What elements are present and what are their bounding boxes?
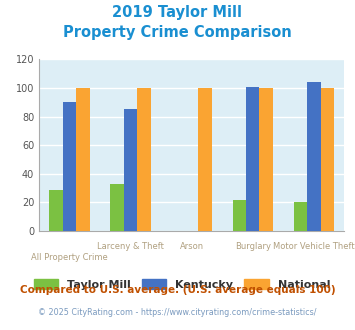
Text: Property Crime Comparison: Property Crime Comparison — [63, 25, 292, 40]
Bar — [198, 88, 212, 231]
Text: Arson: Arson — [180, 242, 204, 251]
Bar — [260, 88, 273, 231]
Legend: Taylor Mill, Kentucky, National: Taylor Mill, Kentucky, National — [29, 274, 335, 294]
Text: Compared to U.S. average. (U.S. average equals 100): Compared to U.S. average. (U.S. average … — [20, 285, 335, 295]
Bar — [137, 88, 151, 231]
Bar — [307, 82, 321, 231]
Bar — [233, 200, 246, 231]
Bar — [124, 110, 137, 231]
Bar — [321, 88, 334, 231]
Text: All Property Crime: All Property Crime — [31, 253, 108, 262]
Bar — [110, 184, 124, 231]
Text: 2019 Taylor Mill: 2019 Taylor Mill — [113, 5, 242, 20]
Bar — [63, 102, 76, 231]
Bar — [49, 189, 63, 231]
Text: Motor Vehicle Theft: Motor Vehicle Theft — [273, 242, 355, 251]
Text: © 2025 CityRating.com - https://www.cityrating.com/crime-statistics/: © 2025 CityRating.com - https://www.city… — [38, 308, 317, 316]
Bar — [76, 88, 90, 231]
Text: Larceny & Theft: Larceny & Theft — [97, 242, 164, 251]
Text: Burglary: Burglary — [235, 242, 271, 251]
Bar — [246, 86, 260, 231]
Bar — [294, 202, 307, 231]
